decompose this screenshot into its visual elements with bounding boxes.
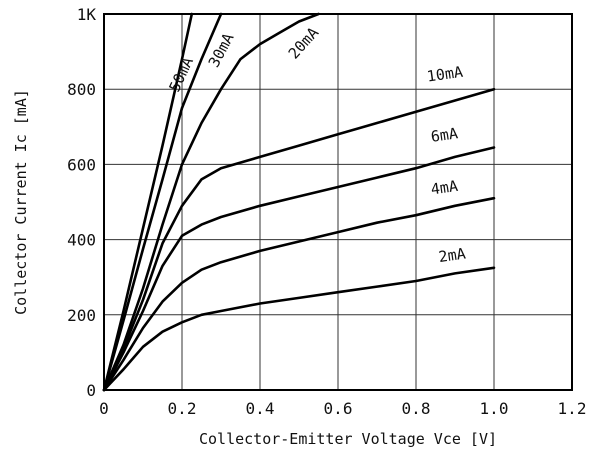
x-tick-label: 0.2 bbox=[168, 399, 197, 418]
curve-label-20mA: 20mA bbox=[285, 24, 323, 63]
series-line-4mA bbox=[102, 196, 496, 392]
curve-label-2mA: 2mA bbox=[437, 245, 466, 267]
series-line-20mA bbox=[102, 12, 320, 392]
series-lines bbox=[102, 12, 496, 392]
curve-label-6mA: 6mA bbox=[430, 124, 459, 146]
y-tick-label: 1K bbox=[77, 5, 97, 24]
series-line-10mA bbox=[102, 87, 496, 392]
curve-label-4mA: 4mA bbox=[430, 177, 459, 199]
plot-frame bbox=[103, 13, 573, 391]
y-tick-label: 200 bbox=[67, 306, 96, 325]
x-tick-label: 1.0 bbox=[480, 399, 509, 418]
curve-label-50mA: 50mA bbox=[165, 54, 197, 94]
series-line-2mA bbox=[102, 266, 496, 392]
plot-border bbox=[103, 13, 573, 391]
series-line-6mA bbox=[102, 146, 496, 392]
y-tick-label: 600 bbox=[67, 155, 96, 174]
curve-label-10mA: 10mA bbox=[426, 63, 464, 86]
y-axis-title: Collector Current Ic [mA] bbox=[12, 89, 30, 315]
series-line-50mA bbox=[102, 12, 194, 392]
y-tick-label: 0 bbox=[86, 381, 96, 400]
x-tick-label: 0.6 bbox=[324, 399, 353, 418]
tick-labels: 0 0.2 0.4 0.6 0.8 1.0 1.2 0 200 400 600 800 1K bbox=[67, 5, 586, 418]
curve-label-30mA: 30mA bbox=[205, 30, 238, 70]
x-tick-label: 0.4 bbox=[246, 399, 275, 418]
x-tick-label: 1.2 bbox=[558, 399, 587, 418]
y-tick-label: 400 bbox=[67, 231, 96, 250]
x-axis-title: Collector-Emitter Voltage Vce [V] bbox=[199, 430, 497, 448]
x-tick-label: 0 bbox=[99, 399, 109, 418]
x-tick-label: 0.8 bbox=[402, 399, 431, 418]
y-tick-label: 800 bbox=[67, 80, 96, 99]
series-line-30mA bbox=[102, 12, 223, 392]
